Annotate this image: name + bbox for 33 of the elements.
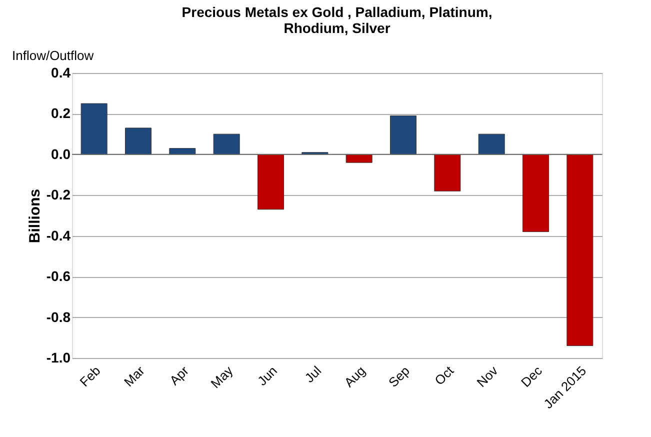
bar (346, 154, 372, 163)
chart-subtitle: Inflow/Outflow (12, 48, 94, 63)
bar (213, 134, 240, 155)
bar (566, 154, 594, 346)
bar (80, 103, 108, 155)
y-tick-label: 0.0 (51, 146, 71, 162)
x-tick-label: Aug (341, 363, 368, 390)
y-tick-label: -0.4 (46, 227, 71, 244)
y-tick-label: -0.6 (46, 268, 71, 284)
bar (434, 154, 461, 192)
bar (522, 154, 549, 232)
x-tick-label: Mar (121, 362, 148, 390)
y-tick-label: 0.4 (51, 64, 71, 80)
y-tick-label: 0.2 (51, 105, 71, 122)
x-tick-label: Oct (432, 362, 457, 388)
x-tick-label: Apr (166, 362, 192, 388)
bar (258, 154, 284, 210)
x-tick-label: Dec (518, 362, 546, 390)
bar (125, 128, 152, 155)
bar (169, 148, 196, 155)
x-tick-label: Jul (302, 363, 324, 386)
x-tick-label: Nov (474, 362, 502, 390)
x-tick-label: Jun (254, 363, 280, 389)
y-axis-title: Billions (26, 188, 44, 244)
x-tick-label: Sep (385, 363, 412, 390)
y-tick-label: -0.8 (46, 308, 71, 325)
bar (478, 134, 505, 155)
x-tick-label: Feb (76, 363, 104, 390)
y-tick-label: -1.0 (46, 350, 71, 366)
chart-title: Precious Metals ex Gold , Palladium, Platinum, Rhodium, Silver (182, 4, 492, 36)
bar (390, 116, 416, 155)
y-tick-label: -0.2 (46, 186, 71, 203)
x-tick-label: May (208, 362, 236, 392)
